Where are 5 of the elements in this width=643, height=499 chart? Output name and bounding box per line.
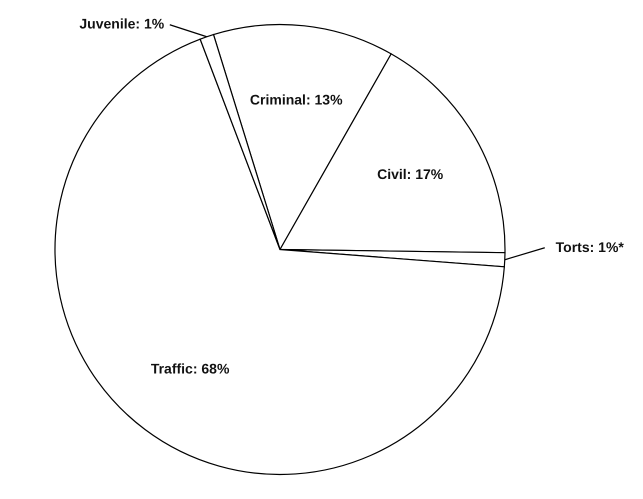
slice-label: Traffic: 68% bbox=[150, 360, 230, 377]
slice-label: Civil: 17% bbox=[377, 166, 444, 182]
slice-label: Criminal: 13% bbox=[250, 91, 344, 108]
slice-label: Juvenile: 1% bbox=[79, 16, 165, 32]
slice-label: Torts: 1%* bbox=[556, 238, 624, 255]
